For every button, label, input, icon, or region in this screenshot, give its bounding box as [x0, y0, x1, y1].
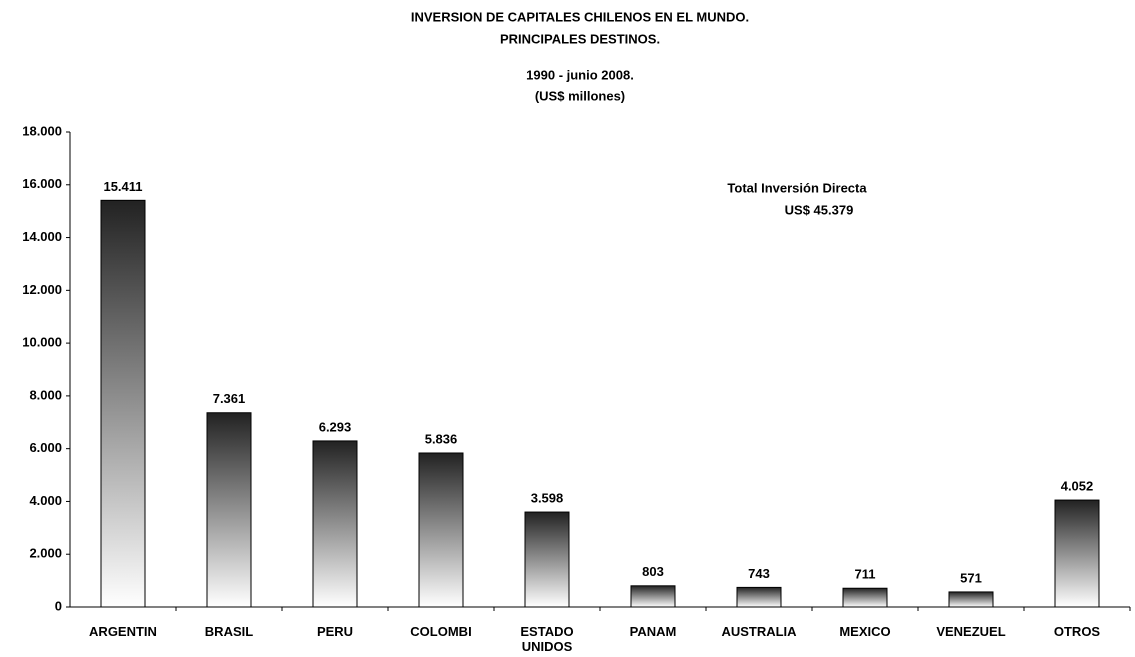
x-tick-label: MEXICO — [839, 624, 891, 639]
y-tick-label: 18.000 — [22, 123, 62, 138]
data-label: 743 — [748, 566, 770, 581]
x-tick-label: OTROS — [1053, 624, 1101, 639]
bar — [630, 585, 676, 608]
x-tick-label: COLOMBI — [410, 624, 472, 639]
bar — [1054, 499, 1100, 608]
chart-subtitle: 1990 - junio 2008. — [526, 67, 634, 82]
y-tick-label: 14.000 — [22, 229, 62, 244]
annotation: US$ 45.379 — [785, 202, 854, 217]
x-tick-label: AUSTRALIA — [721, 624, 797, 639]
x-tick-label: ESTADO UNIDOS — [520, 624, 574, 654]
x-tick-label: ARGENTIN — [89, 624, 157, 639]
data-label: 3.598 — [531, 490, 564, 505]
y-tick-label: 0 — [55, 598, 62, 613]
bar — [948, 591, 994, 608]
x-tick-label: BRASIL — [204, 624, 254, 639]
bar — [100, 199, 146, 608]
data-label: 711 — [855, 567, 876, 582]
y-tick-label: 6.000 — [29, 440, 62, 455]
x-tick-label: PANAM — [629, 624, 677, 639]
annotation: Total Inversión Directa — [727, 180, 867, 195]
unit-label: (US$ millones) — [535, 88, 625, 103]
x-tick-label: PERU — [316, 624, 354, 639]
y-tick-label: 4.000 — [29, 493, 62, 508]
chart-title: INVERSION DE CAPITALES CHILENOS EN EL MU… — [411, 9, 749, 24]
data-label: 4.052 — [1061, 479, 1094, 494]
bar — [418, 452, 464, 608]
chart-subtitle: PRINCIPALES DESTINOS. — [500, 31, 660, 46]
data-label: 803 — [642, 564, 664, 579]
data-label: 6.293 — [319, 419, 352, 434]
y-tick-label: 12.000 — [22, 282, 62, 297]
data-label: 7.361 — [213, 391, 246, 406]
y-tick-label: 10.000 — [22, 335, 62, 350]
bar — [524, 511, 570, 608]
data-label: 15.411 — [103, 179, 142, 194]
bar — [736, 586, 782, 608]
bar — [312, 440, 358, 608]
y-tick-label: 8.000 — [29, 387, 62, 402]
bar — [206, 412, 252, 608]
bar — [842, 587, 888, 608]
x-tick-label: VENEZUEL — [936, 624, 1006, 639]
data-label: 571 — [960, 570, 982, 585]
y-tick-label: 2.000 — [29, 546, 62, 561]
data-label: 5.836 — [425, 431, 458, 446]
y-tick-label: 16.000 — [22, 176, 62, 191]
